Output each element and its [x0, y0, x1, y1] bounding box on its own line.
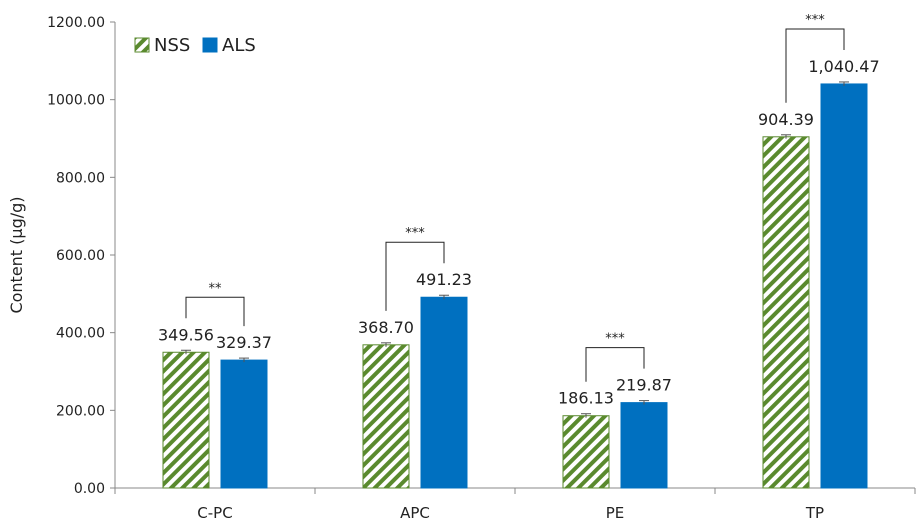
- bar-nss-pe: [562, 415, 610, 489]
- bar-als-tp: [820, 83, 868, 489]
- bar-als-c-pc: [220, 359, 268, 489]
- y-tick-label: 400.00: [56, 326, 105, 342]
- y-tick-label: 800.00: [56, 170, 105, 186]
- bars: [162, 81, 868, 489]
- y-tick-label: 200.00: [56, 403, 105, 419]
- data-label: 1,040.47: [808, 57, 879, 76]
- y-tick-label: 1000.00: [47, 93, 105, 109]
- y-tick-label: 600.00: [56, 248, 105, 264]
- legend-label-nss: NSS: [154, 35, 190, 56]
- significance-marker: ***: [405, 226, 425, 241]
- axes: 0.00 200.00 400.00 600.00 800.00 1000.00 1200.…: [47, 15, 916, 522]
- significance-bracket: [185, 296, 245, 327]
- significance-brackets: ***********: [185, 13, 845, 382]
- data-label: 904.39: [758, 110, 814, 129]
- legend-swatch-nss: [134, 37, 150, 53]
- legend-swatch-als: [202, 37, 218, 53]
- significance-marker: ***: [605, 332, 625, 347]
- significance-marker: ***: [805, 13, 825, 28]
- y-axis-title: Content (μg/g): [7, 196, 26, 313]
- data-label: 186.13: [558, 389, 614, 408]
- legend-label-als: ALS: [222, 35, 256, 56]
- data-label: 491.23: [416, 270, 472, 289]
- bar-nss-tp: [762, 136, 810, 489]
- bar-als-apc: [420, 296, 468, 489]
- bar-als-pe: [620, 402, 668, 489]
- data-label: 349.56: [158, 325, 214, 344]
- data-label: 219.87: [616, 376, 672, 395]
- significance-bracket: [785, 28, 845, 103]
- data-label: 368.70: [358, 318, 414, 337]
- data-label: 329.37: [216, 333, 272, 352]
- x-tick-label: C-PC: [197, 504, 232, 522]
- significance-marker: **: [209, 281, 223, 296]
- y-tick-label: 0.00: [74, 481, 105, 497]
- bar-nss-c-pc: [162, 351, 210, 489]
- y-tick-label: 1200.00: [47, 15, 105, 31]
- x-tick-label: APC: [400, 504, 430, 522]
- x-tick-label: PE: [606, 504, 625, 522]
- significance-bracket: [585, 347, 645, 382]
- legend: NSS ALS: [134, 35, 256, 56]
- significance-bracket: [385, 241, 445, 311]
- bar-nss-apc: [362, 344, 410, 489]
- x-tick-label: TP: [805, 504, 824, 522]
